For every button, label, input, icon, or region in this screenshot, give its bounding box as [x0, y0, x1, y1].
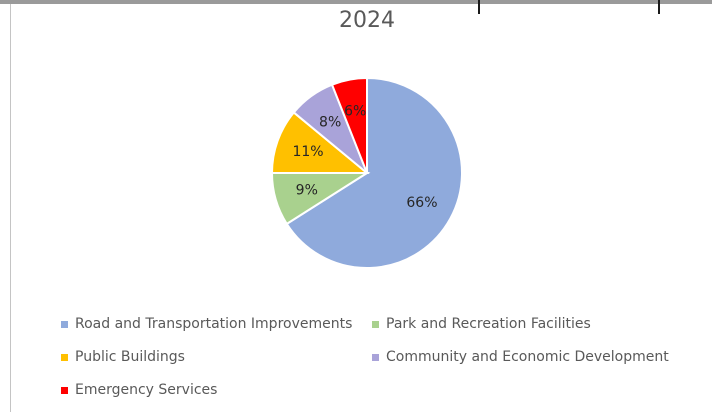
pie-slice-road [285, 76, 463, 269]
left-border-rule [10, 4, 11, 412]
pie-slices [270, 76, 463, 269]
top-border-strip [0, 0, 712, 4]
pie-slice-public-buildings [270, 111, 370, 174]
data-label-community: 8% [319, 114, 341, 130]
pie-data-labels: 66% 9% 11% 8%6% [292, 103, 437, 211]
data-label-emergency: 6% [344, 103, 366, 119]
top-divider-tick [658, 0, 660, 14]
chart-title: 2024 [339, 8, 395, 33]
data-label-park: 9% [296, 182, 318, 198]
data-label-road: 66% [406, 195, 437, 211]
top-divider-tick [478, 0, 480, 14]
pie-slice-emergency [330, 76, 368, 174]
data-label-public-buildings: 11% [292, 144, 323, 160]
